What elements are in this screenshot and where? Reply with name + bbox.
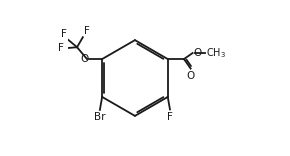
Text: F: F (61, 29, 67, 39)
Text: O: O (81, 54, 89, 64)
Text: F: F (167, 112, 173, 122)
Text: CH$_3$: CH$_3$ (206, 46, 226, 60)
Text: Br: Br (94, 112, 106, 122)
Text: O: O (193, 48, 202, 58)
Text: O: O (186, 71, 195, 81)
Text: F: F (84, 26, 90, 36)
Text: F: F (58, 43, 64, 53)
